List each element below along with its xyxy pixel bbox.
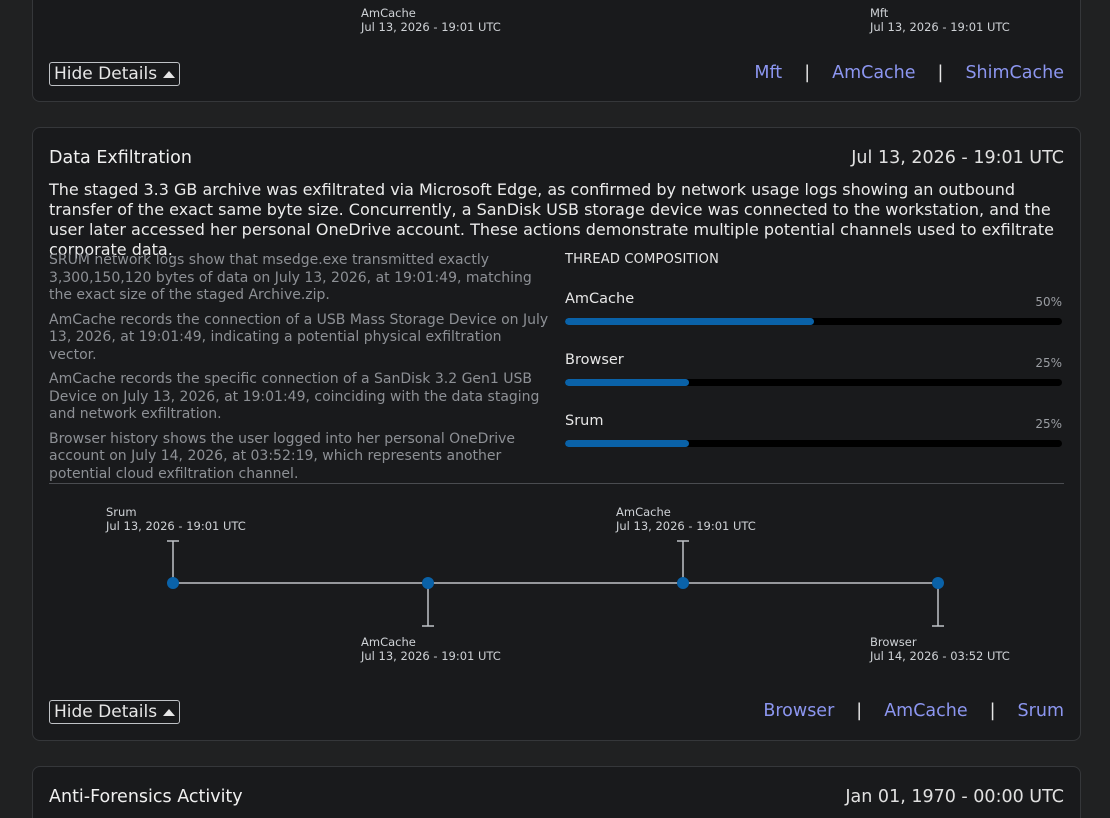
thread-bar-fill	[565, 379, 690, 386]
link-separator: |	[804, 63, 811, 83]
timeline-event-label: Browser Jul 14, 2026 - 03:52 UTC	[870, 635, 1010, 663]
thread-source-name: Srum	[565, 413, 604, 429]
source-links: Mft | AmCache | ShimCache	[754, 63, 1064, 83]
hide-details-button[interactable]: Hide Details	[49, 700, 181, 724]
finding-item: Browser history shows the user logged in…	[49, 430, 515, 482]
thread-percent: 25%	[1035, 417, 1062, 431]
thread-bar-fill	[565, 440, 690, 447]
link-separator: |	[937, 63, 944, 83]
insight-card-anti-forensics: Anti-Forensics Activity Jan 01, 1970 - 0…	[32, 766, 1081, 818]
source-link-mft[interactable]: Mft	[754, 63, 783, 83]
timeline-event-label: Mft Jul 13, 2026 - 19:01 UTC	[870, 6, 1010, 34]
link-separator: |	[989, 701, 996, 721]
insight-card-previous: AmCache Jul 13, 2026 - 19:01 UTC Mft Jul…	[32, 0, 1081, 102]
timeline-event-label: Srum Jul 13, 2026 - 19:01 UTC	[106, 505, 246, 533]
thread-row-srum: Srum 25%	[565, 389, 1062, 450]
card-date: Jul 13, 2026 - 19:01 UTC	[851, 148, 1064, 168]
section-divider	[49, 483, 1064, 484]
card-title: Anti-Forensics Activity	[49, 787, 243, 807]
card-title: Data Exfiltration	[49, 148, 192, 168]
source-link-amcache[interactable]: AmCache	[832, 63, 916, 83]
source-link-amcache[interactable]: AmCache	[884, 701, 968, 721]
thread-bar-fill	[565, 318, 814, 325]
findings-list: SRUM network logs show that msedge.exe t…	[49, 252, 549, 490]
thread-percent: 50%	[1035, 295, 1062, 309]
thread-source-name: AmCache	[565, 291, 635, 307]
thread-source-name: Browser	[565, 352, 624, 368]
source-links: Browser | AmCache | Srum	[763, 701, 1064, 721]
source-link-srum[interactable]: Srum	[1017, 701, 1064, 721]
hide-details-button[interactable]: Hide Details	[49, 62, 181, 86]
thread-bar	[565, 379, 1062, 386]
timeline-event-label: AmCache Jul 13, 2026 - 19:01 UTC	[616, 505, 756, 533]
thread-row-browser: Browser 25%	[565, 328, 1062, 389]
hide-details-label: Hide Details	[54, 702, 158, 722]
timeline-event-label: AmCache Jul 13, 2026 - 19:01 UTC	[361, 6, 501, 34]
thread-composition-title: THREAD COMPOSITION	[565, 252, 720, 267]
timeline-dot[interactable]	[167, 577, 179, 589]
finding-item: AmCache records the connection of a USB …	[49, 311, 549, 363]
finding-item: SRUM network logs show that msedge.exe t…	[49, 252, 532, 303]
caret-up-icon	[163, 708, 176, 716]
insight-card-data-exfiltration: Data Exfiltration Jul 13, 2026 - 19:01 U…	[32, 127, 1081, 741]
finding-item: AmCache records the specific connection …	[49, 371, 540, 422]
thread-bar	[565, 440, 1062, 447]
source-link-browser[interactable]: Browser	[763, 701, 835, 721]
timeline-event-label: AmCache Jul 13, 2026 - 19:01 UTC	[361, 635, 501, 663]
hide-details-label: Hide Details	[54, 64, 158, 84]
link-separator: |	[856, 701, 863, 721]
source-link-shimcache[interactable]: ShimCache	[965, 63, 1064, 83]
card-date: Jan 01, 1970 - 00:00 UTC	[845, 787, 1064, 807]
timeline-dot[interactable]	[932, 577, 944, 589]
thread-composition: THREAD COMPOSITION AmCache 50% Browser 2…	[565, 252, 1062, 450]
event-timeline	[167, 540, 944, 627]
card-summary: The staged 3.3 GB archive was exfiltrate…	[49, 180, 1054, 259]
timeline-dot[interactable]	[677, 577, 689, 589]
thread-bar	[565, 318, 1062, 325]
thread-row-amcache: AmCache 50%	[565, 267, 1062, 328]
thread-percent: 25%	[1035, 356, 1062, 370]
timeline-dot[interactable]	[422, 577, 434, 589]
caret-up-icon	[163, 70, 176, 78]
